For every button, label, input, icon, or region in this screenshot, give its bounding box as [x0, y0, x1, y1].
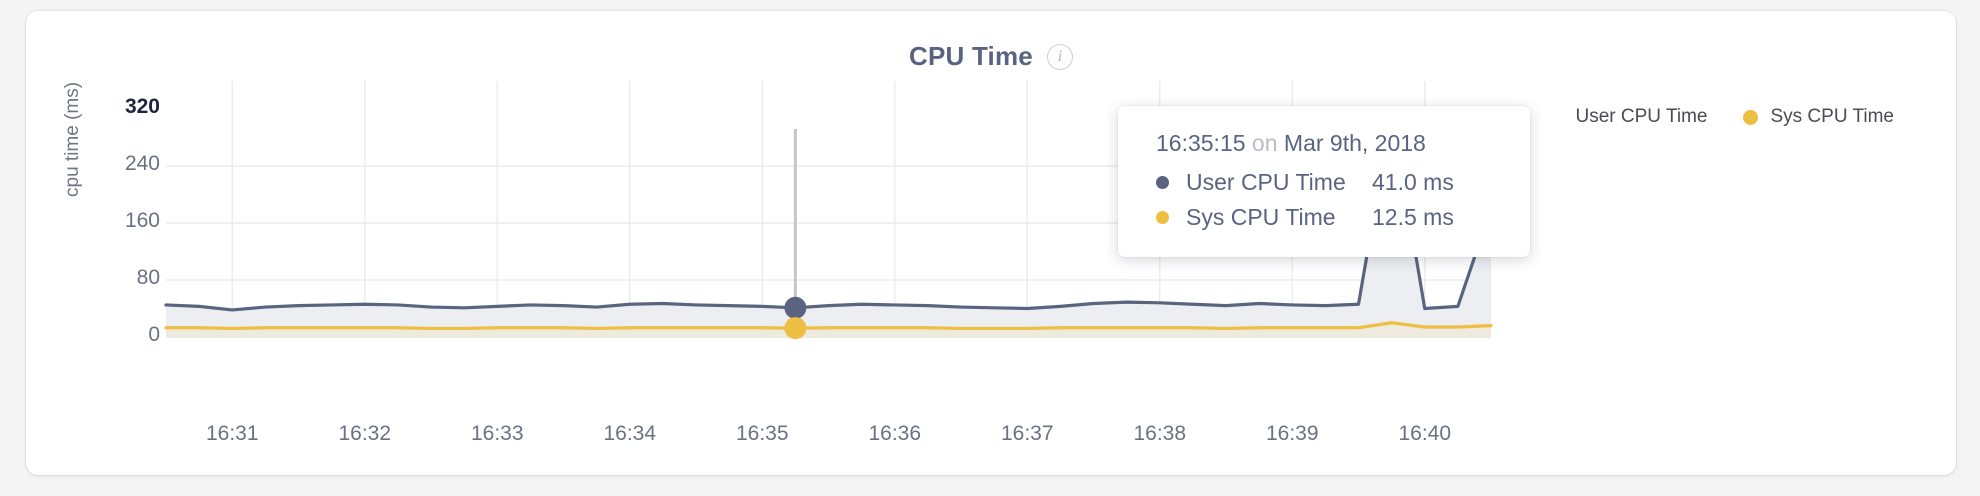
x-tick-label: 16:35: [735, 422, 789, 445]
chart-svg: [164, 81, 1493, 340]
y-tick-label: 320: [124, 95, 160, 118]
y-tick-label: 0: [148, 323, 160, 346]
cpu-time-card: CPU Time i User CPU Time Sys CPU Time cp…: [26, 11, 1956, 475]
chart-tooltip: 16:35:15 on Mar 9th, 2018 User CPU Time …: [1118, 106, 1530, 257]
chart-plot-area[interactable]: cpu time (ms) 320 240 160 80 0 16:31 16:32 16:…: [26, 11, 1956, 475]
tooltip-dot-sys-cpu-time: [1156, 211, 1169, 224]
y-tick-label: 240: [124, 152, 160, 175]
series-area-sys-cpu-time: [166, 322, 1491, 337]
series-line-sys-cpu-time: [164, 321, 1493, 331]
x-tick-label: 16:37: [1000, 422, 1054, 445]
tooltip-label-user-cpu-time: User CPU Time: [1186, 169, 1346, 195]
x-tick-label: 16:38: [1133, 422, 1187, 445]
card-header: CPU Time i: [26, 41, 1956, 72]
tooltip-timestamp: 16:35:15 on Mar 9th, 2018: [1156, 130, 1500, 157]
series-area-user-cpu-time: [166, 112, 1491, 337]
page-title: CPU Time: [909, 41, 1033, 71]
tooltip-value-sys-cpu-time: 12.5 ms: [1372, 204, 1454, 230]
y-axis-ticks: 320 240 160 80 0: [92, 11, 160, 475]
tooltip-on-word: on: [1251, 130, 1278, 156]
legend-label-sys-cpu-time: Sys CPU Time: [1770, 106, 1894, 127]
x-tick-label: 16:34: [603, 422, 657, 445]
x-tick-label: 16:36: [868, 422, 922, 445]
tooltip-value-user-cpu-time: 41.0 ms: [1372, 169, 1454, 195]
crosshair-marker-user-cpu-time: [784, 296, 807, 319]
x-tick-label: 16:40: [1398, 422, 1452, 445]
x-tick-label: 16:32: [338, 422, 392, 445]
info-icon[interactable]: i: [1046, 43, 1073, 70]
tooltip-time: 16:35:15: [1156, 130, 1246, 156]
tooltip-row-user-cpu-time: User CPU Time 41.0 ms: [1156, 169, 1500, 196]
y-tick-label: 80: [136, 266, 160, 289]
legend-item-user-cpu-time[interactable]: User CPU Time: [1549, 106, 1708, 128]
y-tick-label: 160: [124, 209, 160, 232]
tooltip-date: Mar 9th, 2018: [1283, 130, 1426, 156]
crosshair-marker-sys-cpu-time: [784, 317, 807, 340]
legend-label-user-cpu-time: User CPU Time: [1575, 106, 1708, 127]
chart-legend: User CPU Time Sys CPU Time: [1549, 106, 1895, 128]
x-tick-label: 16:39: [1265, 422, 1319, 445]
x-tick-label: 16:33: [470, 422, 524, 445]
x-tick-label: 16:31: [205, 422, 259, 445]
legend-dot-sys-cpu-time: [1743, 109, 1759, 125]
series-line-user-cpu-time: [164, 110, 1493, 312]
legend-item-sys-cpu-time[interactable]: Sys CPU Time: [1743, 106, 1894, 128]
x-axis-ticks: 16:31 16:32 16:33 16:34 16:35 16:36 16:37 16:38…: [26, 11, 1956, 475]
tooltip-dot-user-cpu-time: [1156, 176, 1169, 189]
tooltip-row-sys-cpu-time: Sys CPU Time 12.5 ms: [1156, 204, 1500, 231]
tooltip-label-sys-cpu-time: Sys CPU Time: [1186, 204, 1336, 230]
